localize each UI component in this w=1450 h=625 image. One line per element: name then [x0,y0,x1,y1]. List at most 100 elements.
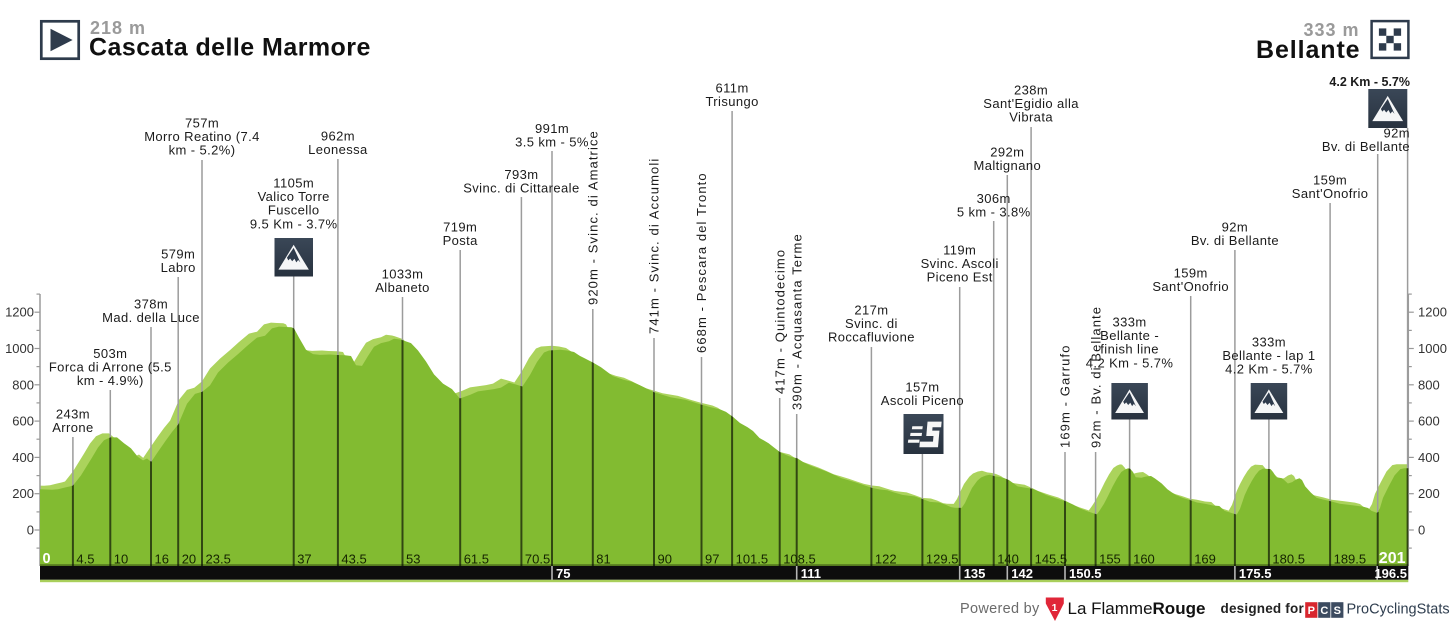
svg-text:4.2 Km - 5.7%: 4.2 Km - 5.7% [1086,355,1174,370]
svg-text:4.5: 4.5 [76,551,94,566]
svg-text:Maltignano: Maltignano [973,158,1041,173]
svg-text:238m: 238m [1014,83,1048,98]
svg-text:Forca di Arrone (5.5: Forca di Arrone (5.5 [49,360,172,375]
svg-text:306m: 306m [977,191,1011,206]
svg-text:111: 111 [801,566,821,581]
svg-text:0: 0 [43,551,51,567]
svg-text:292m: 292m [990,145,1024,160]
svg-text:218 m: 218 m [90,18,146,38]
svg-text:km - 4.9%): km - 4.9%) [77,373,144,388]
svg-text:Ascoli Piceno: Ascoli Piceno [881,393,964,408]
svg-text:Trisungo: Trisungo [705,94,758,109]
svg-text:Piceno Est: Piceno Est [927,270,993,285]
svg-text:108.5: 108.5 [783,551,816,566]
svg-text:Bellante - lap 1: Bellante - lap 1 [1222,348,1315,363]
svg-text:243m: 243m [56,407,90,422]
svg-text:Leonessa: Leonessa [308,142,368,157]
svg-text:4.2 Km - 5.7%: 4.2 Km - 5.7% [1329,75,1410,89]
svg-text:400: 400 [12,450,34,465]
svg-text:43.5: 43.5 [341,551,366,566]
svg-text:Bellante: Bellante [1256,36,1360,64]
svg-text:145.5: 145.5 [1035,551,1068,566]
svg-text:Bellante -: Bellante - [1100,328,1159,343]
svg-text:417m - Quintodecimo: 417m - Quintodecimo [772,249,787,394]
svg-text:201: 201 [1379,550,1406,567]
svg-text:600: 600 [12,414,34,429]
svg-text:S: S [1334,605,1341,617]
svg-text:Bv. di Bellante: Bv. di Bellante [1191,233,1279,248]
svg-text:157m: 157m [905,380,939,395]
svg-text:5 km - 3.8%: 5 km - 3.8% [957,205,1031,220]
svg-text:3.5 km - 5%: 3.5 km - 5% [515,135,589,150]
svg-text:1105m: 1105m [273,176,314,191]
svg-text:4.2 Km - 5.7%: 4.2 Km - 5.7% [1225,362,1313,377]
svg-text:Powered by: Powered by [960,601,1040,617]
svg-text:333 m: 333 m [1303,20,1359,40]
svg-text:37: 37 [297,551,311,566]
svg-text:90: 90 [658,551,672,566]
svg-text:196.5: 196.5 [1374,566,1407,581]
svg-text:169: 169 [1194,551,1216,566]
svg-text:23.5: 23.5 [206,551,231,566]
svg-text:668m - Pescara del Tronto: 668m - Pescara del Tronto [694,172,709,353]
svg-text:Posta: Posta [443,233,479,248]
svg-text:Vibrata: Vibrata [1009,110,1053,125]
svg-text:Sant'Onofrio: Sant'Onofrio [1152,279,1229,294]
svg-text:Labro: Labro [161,260,196,275]
svg-text:169m - Garrufo: 169m - Garrufo [1058,344,1073,448]
svg-text:200: 200 [12,486,34,501]
svg-text:Albaneto: Albaneto [375,280,430,295]
svg-text:Svinc. di Cittareale: Svinc. di Cittareale [463,181,579,196]
svg-text:ProCyclingStats: ProCyclingStats [1347,602,1450,618]
svg-text:189.5: 189.5 [1334,551,1367,566]
svg-text:175.5: 175.5 [1239,566,1272,581]
svg-text:757m: 757m [185,116,219,131]
svg-text:333m: 333m [1113,315,1147,330]
svg-text:800: 800 [12,377,34,392]
svg-text:61.5: 61.5 [464,551,489,566]
svg-text:Svinc. Ascoli: Svinc. Ascoli [921,256,999,271]
svg-text:503m: 503m [93,346,127,361]
svg-text:Sant'Onofrio: Sant'Onofrio [1292,186,1369,201]
svg-text:Cascata delle Marmore: Cascata delle Marmore [89,34,371,62]
svg-text:Mad. della Luce: Mad. della Luce [102,310,200,325]
svg-text:1033m: 1033m [382,267,424,282]
svg-text:600: 600 [1418,414,1440,429]
svg-text:129.5: 129.5 [926,551,959,566]
svg-text:400: 400 [1418,450,1440,465]
svg-text:991m: 991m [535,121,569,136]
svg-text:Svinc. di: Svinc. di [845,316,898,331]
svg-text:390m - Acquasanta Terme: 390m - Acquasanta Terme [789,233,804,410]
svg-text:92m: 92m [1384,126,1411,141]
svg-text:962m: 962m [321,129,355,144]
svg-text:finish line: finish line [1100,342,1159,357]
svg-text:200: 200 [1418,486,1440,501]
svg-text:920m - Svinc. di Amatrice: 920m - Svinc. di Amatrice [586,130,601,305]
svg-text:9.5 Km - 3.7%: 9.5 Km - 3.7% [250,216,338,231]
svg-text:Fuscello: Fuscello [268,203,320,218]
svg-text:92m: 92m [1222,220,1249,235]
svg-text:159m: 159m [1313,173,1347,188]
svg-text:378m: 378m [134,297,168,312]
svg-text:180.5: 180.5 [1272,551,1305,566]
svg-text:611m: 611m [716,81,749,96]
svg-text:Morro Reatino (7.4: Morro Reatino (7.4 [144,129,260,144]
svg-text:Bv. di Bellante: Bv. di Bellante [1322,139,1410,154]
svg-text:Sant'Egidio alla: Sant'Egidio alla [983,96,1079,111]
svg-text:16: 16 [155,551,169,566]
svg-text:1000: 1000 [5,341,34,356]
svg-text:101.5: 101.5 [736,551,769,566]
svg-text:142: 142 [1011,566,1033,581]
svg-text:20: 20 [182,551,196,566]
svg-text:0: 0 [27,523,34,538]
svg-text:designed for: designed for [1221,601,1305,616]
svg-text:75: 75 [556,566,570,581]
svg-text:97: 97 [705,551,719,566]
svg-text:217m: 217m [854,303,888,318]
svg-text:Valico Torre: Valico Torre [258,189,330,204]
svg-text:0: 0 [1418,523,1425,538]
svg-text:70.5: 70.5 [525,551,550,566]
svg-text:122: 122 [875,551,897,566]
svg-text:Arrone: Arrone [52,420,93,435]
svg-text:160: 160 [1133,551,1155,566]
